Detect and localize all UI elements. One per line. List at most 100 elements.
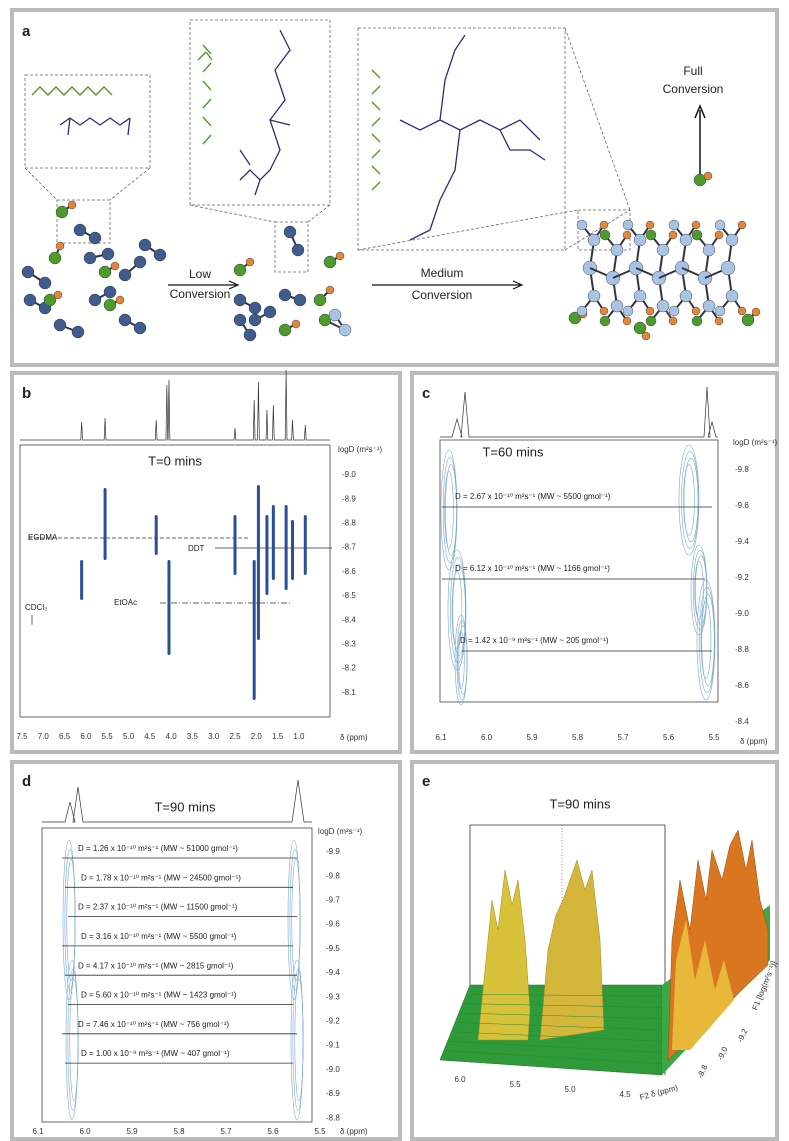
atom — [278, 323, 292, 337]
contour — [291, 520, 295, 580]
atom — [323, 255, 337, 269]
y-tick-label: -8.1 — [342, 688, 356, 697]
x-tick-label: 3.0 — [208, 732, 220, 741]
chain — [202, 98, 212, 109]
x-tick-label: 4.5 — [619, 1090, 631, 1099]
atom — [645, 220, 655, 230]
plot-box — [41, 827, 313, 1123]
atom — [325, 285, 335, 295]
atom — [248, 313, 262, 327]
atom — [103, 285, 117, 299]
zoom-box — [357, 27, 566, 251]
contour — [66, 858, 76, 982]
diffusion-label: D = 5.60 x 10⁻¹⁰ m²s⁻¹ (MW ~ 1423 gmol⁻¹… — [81, 991, 237, 1000]
atom — [679, 289, 693, 303]
y-tick-label: -9.0 — [735, 609, 749, 618]
panel-d-frame — [10, 760, 402, 1141]
atom — [668, 305, 680, 317]
plot-title: T=60 mins — [482, 444, 544, 459]
atom — [599, 315, 611, 327]
chain — [202, 80, 212, 91]
x-tick-label: 5.5 — [314, 1127, 326, 1136]
panel-b-frame — [10, 371, 402, 754]
atom — [714, 316, 724, 326]
stage-label: Conversion — [412, 288, 473, 302]
atom — [138, 238, 152, 252]
contour — [154, 515, 158, 555]
atom — [668, 219, 680, 231]
x-tick-label: 2.0 — [251, 732, 263, 741]
atom — [53, 318, 67, 332]
chain — [371, 181, 381, 191]
x-axis-label: δ (ppm) — [340, 1127, 368, 1136]
floor-line — [447, 1040, 663, 1053]
spectrum-1d — [42, 779, 312, 823]
atom — [633, 233, 647, 247]
y-tick-label: -8.4 — [735, 717, 749, 726]
atom — [725, 233, 739, 247]
atom — [67, 200, 77, 210]
x-tick-label: 5.0 — [564, 1085, 576, 1094]
stage-label: Low — [189, 267, 211, 281]
atom — [38, 276, 52, 290]
atom — [656, 243, 670, 257]
select-box — [577, 209, 631, 251]
atom — [243, 328, 257, 342]
atom — [610, 243, 624, 257]
peak-surface — [477, 869, 531, 1041]
atom — [103, 298, 117, 312]
atom — [668, 316, 678, 326]
stage-label: Conversion — [663, 82, 724, 96]
stage-label: Conversion — [170, 287, 231, 301]
atom — [622, 305, 634, 317]
plot-title: T=90 mins — [154, 799, 216, 814]
atom — [622, 230, 632, 240]
chain — [371, 165, 381, 175]
panel-c-frame — [410, 371, 779, 754]
x-tick-label: 5.8 — [572, 733, 584, 742]
atom — [338, 323, 352, 337]
x-tick-label: 6.5 — [59, 732, 71, 741]
atom — [118, 313, 132, 327]
atom — [313, 293, 327, 307]
x-tick-label: 5.6 — [267, 1127, 279, 1136]
atom — [633, 321, 647, 335]
atom — [741, 313, 755, 327]
x-tick-label: 6.1 — [32, 1127, 44, 1136]
atom — [263, 305, 277, 319]
diffusion-label: D = 6.12 x 10⁻¹⁰ m²s⁻¹ (MW ~ 1166 gmol⁻¹… — [455, 564, 610, 573]
diffusion-label: D = 1.26 x 10⁻¹⁰ m²s⁻¹ (MW ~ 51000 gmol⁻… — [78, 844, 238, 853]
panel-a-frame — [10, 8, 779, 367]
floor-line — [466, 993, 663, 997]
contour — [167, 560, 171, 655]
y-tick-label: -8.8 — [342, 519, 356, 528]
spectrum-1d — [20, 369, 330, 441]
atom — [599, 306, 609, 316]
x-tick-label: 4.0 — [166, 732, 178, 741]
y-tick-label: -9.0 — [326, 1065, 340, 1074]
contour — [233, 515, 237, 575]
atom — [703, 171, 713, 181]
atom — [725, 289, 739, 303]
x-axis-label: δ (ppm) — [740, 737, 768, 746]
contour — [256, 485, 260, 640]
y-tick-label: -9.6 — [326, 920, 340, 929]
atom — [291, 243, 305, 257]
x-tick-label: 5.8 — [173, 1127, 185, 1136]
atom — [245, 257, 255, 267]
atom — [23, 293, 37, 307]
atom — [679, 233, 693, 247]
chain — [371, 69, 381, 79]
panel-label: c — [422, 385, 430, 402]
atom — [71, 325, 85, 339]
atom — [645, 306, 655, 316]
diffusion-label: D = 1.42 x 10⁻⁹ m²s⁻¹ (MW ~ 205 gmol⁻¹) — [460, 636, 609, 645]
x-tick-label: 7.0 — [38, 732, 50, 741]
atom — [714, 219, 726, 231]
zoom-box — [189, 19, 331, 206]
atom — [83, 251, 97, 265]
atom — [622, 316, 632, 326]
chain — [371, 133, 381, 143]
atom — [691, 315, 703, 327]
y-tick-label: -8.6 — [342, 567, 356, 576]
